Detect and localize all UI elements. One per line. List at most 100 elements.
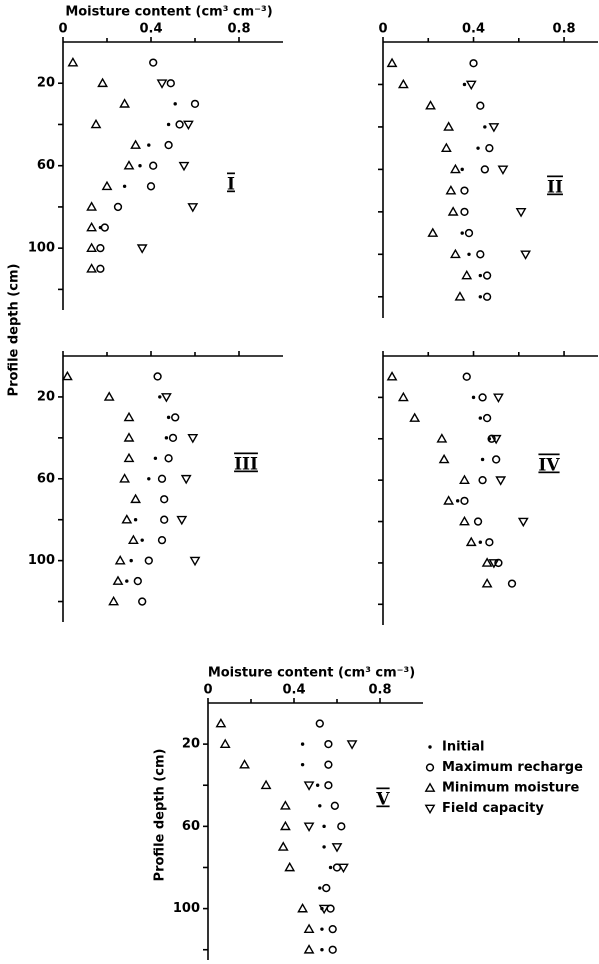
- point: [318, 904, 330, 915]
- point: [119, 98, 131, 108]
- point: [279, 800, 291, 810]
- panel-label: I: [227, 175, 235, 195]
- point: [187, 203, 199, 213]
- point: [168, 433, 178, 442]
- point: [149, 58, 158, 67]
- y-axis-title: Profile depth (cm): [153, 749, 168, 882]
- point: [176, 515, 188, 526]
- point: [476, 250, 485, 259]
- point: [96, 264, 105, 273]
- x-tick-label: 0.8: [227, 22, 250, 37]
- point: [156, 79, 168, 89]
- point: [153, 372, 162, 381]
- point: [164, 436, 169, 440]
- point: [492, 455, 501, 464]
- point: [478, 273, 483, 278]
- point: [86, 201, 98, 211]
- point: [239, 759, 250, 769]
- point: [153, 456, 158, 461]
- point: [485, 144, 494, 153]
- legend-label: Maximum recharge: [442, 760, 583, 775]
- point: [497, 165, 509, 175]
- point: [160, 515, 169, 524]
- point: [318, 886, 322, 890]
- point: [425, 100, 436, 110]
- point: [488, 559, 500, 569]
- point: [328, 925, 337, 934]
- point: [322, 845, 326, 849]
- point: [67, 57, 79, 67]
- point: [440, 142, 452, 153]
- point: [187, 433, 199, 444]
- x-tick-label: 0.8: [368, 683, 391, 698]
- y-tick-label: 60: [37, 471, 55, 486]
- y-tick-label: 100: [173, 901, 200, 916]
- point: [478, 476, 487, 485]
- point: [138, 597, 147, 606]
- point: [478, 416, 483, 420]
- point: [86, 263, 98, 273]
- point: [147, 477, 151, 481]
- point: [482, 292, 492, 301]
- point: [97, 77, 109, 88]
- point: [144, 556, 153, 565]
- point: [119, 473, 131, 483]
- panel-label: IV: [538, 456, 560, 476]
- x-tick-label: 0.4: [462, 22, 485, 37]
- point: [483, 125, 487, 129]
- point: [166, 415, 171, 420]
- point: [158, 395, 162, 399]
- y-axis-title: Profile depth (cm): [7, 264, 22, 397]
- point: [138, 163, 142, 168]
- x-tick-label: 0.8: [553, 22, 576, 37]
- y-tick-label: 20: [37, 389, 55, 404]
- point: [123, 411, 135, 422]
- point: [180, 474, 192, 485]
- point: [146, 182, 156, 191]
- point: [322, 824, 326, 829]
- point: [460, 167, 464, 172]
- point: [100, 223, 109, 232]
- point: [324, 760, 333, 769]
- point: [517, 517, 529, 528]
- point: [260, 779, 272, 790]
- point: [277, 841, 289, 851]
- point: [460, 231, 464, 235]
- point: [300, 762, 305, 767]
- point: [133, 517, 138, 522]
- y-tick-label: 60: [182, 819, 200, 834]
- point: [140, 538, 144, 542]
- point: [331, 843, 343, 853]
- panel-label: III: [234, 455, 258, 475]
- point: [164, 454, 173, 463]
- point: [478, 540, 483, 544]
- point: [123, 160, 135, 170]
- point: [330, 801, 340, 810]
- legend-marker: [428, 745, 432, 749]
- point: [478, 295, 483, 299]
- point: [482, 271, 492, 280]
- point: [520, 250, 531, 260]
- legend-marker: [425, 763, 435, 772]
- point: [320, 948, 324, 952]
- point: [386, 57, 398, 68]
- point: [297, 902, 309, 913]
- point: [190, 99, 200, 108]
- point: [175, 120, 184, 129]
- point: [61, 370, 73, 381]
- point: [460, 186, 469, 195]
- point: [149, 161, 158, 170]
- point: [127, 534, 139, 545]
- point: [303, 822, 315, 832]
- point: [493, 393, 504, 403]
- point: [279, 820, 291, 831]
- point: [397, 78, 409, 89]
- point: [160, 495, 169, 504]
- point: [515, 207, 527, 218]
- point: [482, 413, 492, 423]
- point: [101, 180, 113, 191]
- point: [462, 82, 467, 87]
- point: [461, 269, 473, 280]
- point: [462, 372, 471, 381]
